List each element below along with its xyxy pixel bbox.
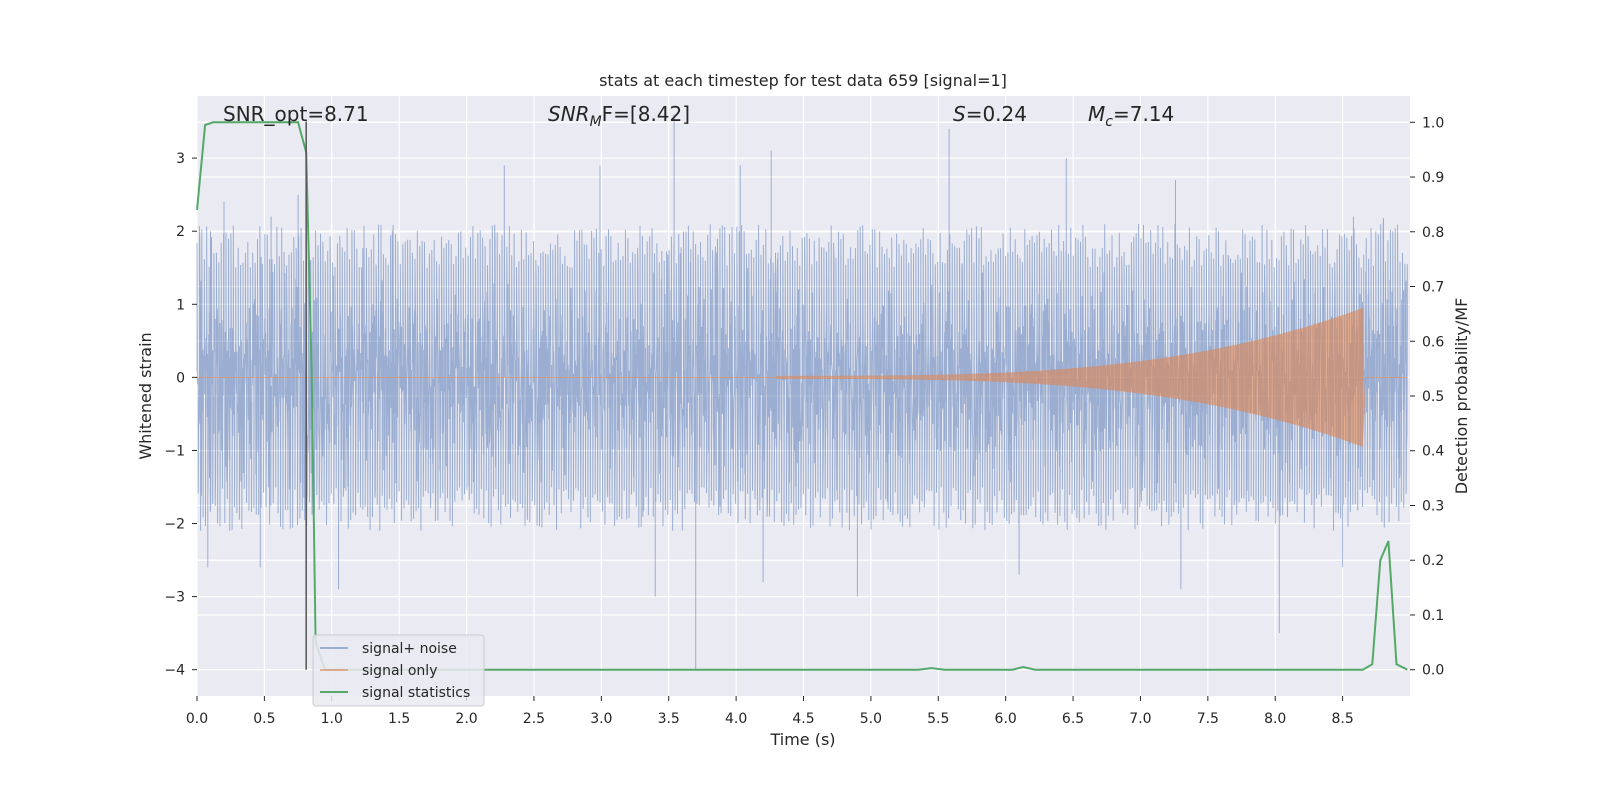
legend: signal+ noise signal only signal statist… — [312, 634, 485, 707]
annotation-snr-opt: SNR_opt=8.71 — [223, 102, 369, 126]
x-tick-label: 4.5 — [792, 711, 814, 727]
annotation-s-symbol: S — [953, 102, 966, 126]
x-tick-label: 7.5 — [1197, 711, 1219, 727]
axis-ticks: 0.0 0.5 1.0 1.5 2.0 2.5 3.0 3.5 4.0 4.5 5.0 5.5 6.0 6… — [164, 115, 1444, 727]
x-tick-label: 5.0 — [860, 711, 882, 727]
annotation-mc-value: =7.14 — [1113, 102, 1174, 126]
y2-tick-label: 0.5 — [1422, 389, 1444, 405]
x-tick-label: 1.0 — [321, 711, 343, 727]
x-tick-label: 3.0 — [590, 711, 612, 727]
y-tick-label: 0 — [176, 370, 185, 386]
noise-trace — [196, 114, 1408, 670]
legend-box — [312, 634, 485, 707]
annotation-snr-mf-symbol: SNR — [548, 102, 590, 126]
y2-tick-label: 1.0 — [1422, 115, 1444, 131]
x-tick-label: 7.0 — [1129, 711, 1151, 727]
x-tick-label: 2.5 — [523, 711, 545, 727]
x-tick-label: 8.0 — [1264, 711, 1286, 727]
x-tick-label: 0.0 — [186, 711, 208, 727]
signal-trace — [197, 307, 1408, 447]
y2-tick-label: 0.6 — [1422, 334, 1444, 350]
legend-label-signal: signal only — [362, 663, 437, 679]
x-tick-label: 5.5 — [927, 711, 949, 727]
y2-axis-label: Detection probability/MF — [1452, 298, 1471, 495]
chart-title: stats at each timestep for test data 659… — [599, 71, 1007, 90]
annotation-snr-mf: SNRMF=[8.42] — [548, 102, 690, 130]
noise-series — [196, 114, 1408, 670]
annotation-s: S=0.24 — [953, 102, 1027, 126]
y-tick-label: −2 — [164, 517, 185, 533]
y-tick-label: 3 — [176, 151, 185, 167]
statistics-line — [196, 121, 1408, 671]
x-tick-label: 8.5 — [1331, 711, 1353, 727]
x-tick-label: 6.5 — [1062, 711, 1084, 727]
y2-tick-label: 0.4 — [1422, 444, 1444, 460]
annotation-mc-subscript: c — [1105, 114, 1113, 130]
y-tick-label: 2 — [176, 224, 185, 240]
x-tick-label: 1.5 — [388, 711, 410, 727]
x-tick-label: 3.5 — [658, 711, 680, 727]
y2-tick-label: 0.2 — [1422, 553, 1444, 569]
x-tick-label: 0.5 — [253, 711, 275, 727]
y-axis-label: Whitened strain — [136, 332, 155, 459]
y-tick-label: −3 — [164, 590, 185, 606]
signal-series — [197, 307, 1408, 447]
annotation-snr-mf-value: F=[8.42] — [602, 102, 690, 126]
y2-tick-label: 0.1 — [1422, 608, 1444, 624]
x-tick-label: 4.0 — [725, 711, 747, 727]
y2-tick-label: 0.3 — [1422, 498, 1444, 514]
annotation-snr-mf-subscript: M — [590, 114, 602, 130]
annotation-mc-symbol: M — [1088, 102, 1105, 126]
annotation-mc: Mc=7.14 — [1088, 102, 1174, 130]
y-tick-label: 1 — [176, 297, 185, 313]
x-tick-label: 6.0 — [995, 711, 1017, 727]
y2-tick-label: 0.7 — [1422, 280, 1444, 296]
x-tick-label: 2.0 — [455, 711, 477, 727]
y-tick-label: −4 — [164, 663, 185, 679]
legend-label-noise: signal+ noise — [362, 641, 457, 657]
legend-label-statistics: signal statistics — [362, 685, 470, 701]
y2-tick-label: 0.0 — [1422, 663, 1444, 679]
y2-tick-label: 0.9 — [1422, 170, 1444, 186]
annotation-s-value: =0.24 — [966, 102, 1027, 126]
x-axis-label: Time (s) — [769, 730, 835, 749]
y-tick-label: −1 — [164, 443, 185, 459]
statistics-series — [196, 121, 1408, 671]
y2-tick-label: 0.8 — [1422, 225, 1444, 241]
